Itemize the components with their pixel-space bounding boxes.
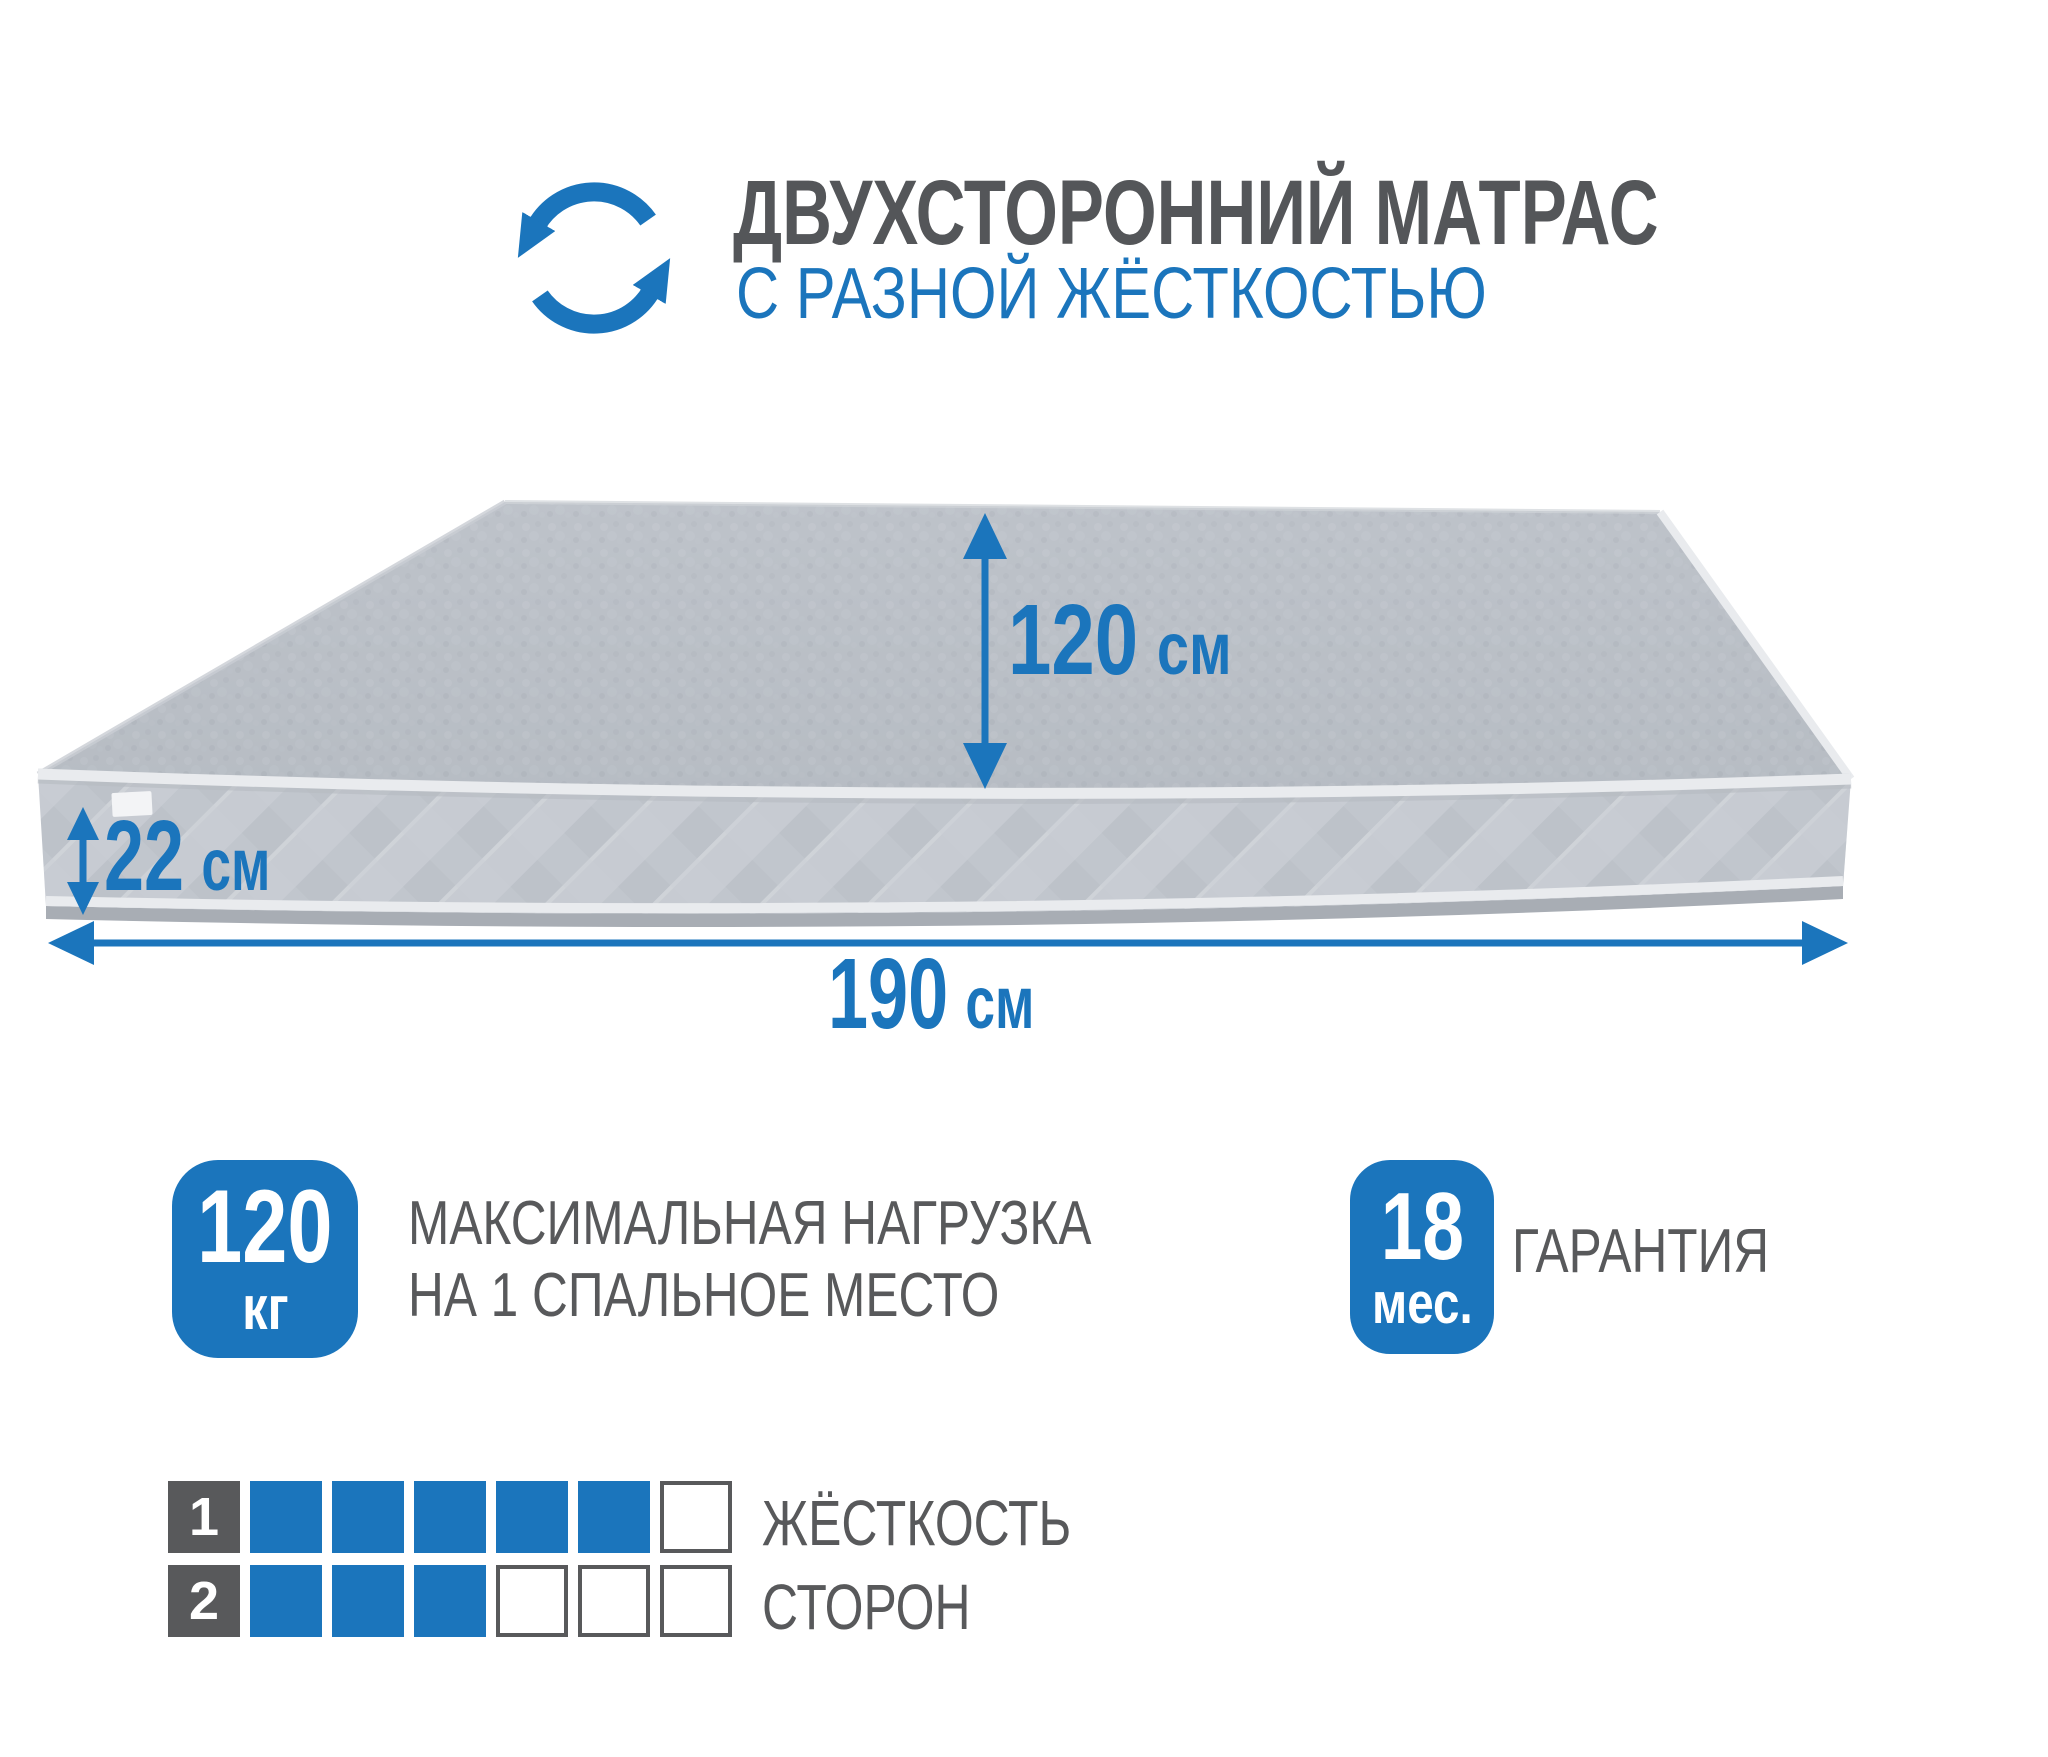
max-load-line2: НА 1 СПАЛЬНОЕ МЕСТО	[408, 1261, 1000, 1330]
firmness-cell-filled	[250, 1481, 322, 1553]
max-load-line1: МАКСИМАЛЬНАЯ НАГРУЗКА	[408, 1189, 1092, 1258]
mattress-under-shadow	[46, 886, 1843, 928]
firmness-caption-line2: СТОРОН	[762, 1571, 971, 1643]
firmness-cell-empty	[660, 1565, 732, 1637]
firmness-cell-filled	[578, 1481, 650, 1553]
firmness-row: 2	[168, 1565, 732, 1637]
width-unit: см	[1156, 607, 1232, 690]
warranty-label: ГАРАНТИЯ	[1512, 1217, 1770, 1286]
mattress-back-edge	[504, 500, 1661, 514]
warranty-value: 18	[1380, 1173, 1464, 1281]
firmness-cell-filled	[332, 1565, 404, 1637]
warranty-unit: мес.	[1371, 1270, 1473, 1336]
firmness-cell-filled	[496, 1481, 568, 1553]
mattress-side-surface	[38, 774, 1851, 914]
length-dimension-label: 190 см	[828, 944, 1034, 1044]
firmness-cell-filled	[250, 1565, 322, 1637]
firmness-cell-filled	[332, 1481, 404, 1553]
page-subtitle: С РАЗНОЙ ЖЁСТКОСТЬЮ	[736, 254, 1487, 334]
mattress-right-edge-piping	[1656, 509, 1855, 782]
length-value: 190	[828, 938, 949, 1050]
width-dimension-label: 120 см	[1008, 590, 1232, 690]
rotation-arrows-icon	[517, 182, 671, 334]
max-load-badge: 120 кг	[172, 1160, 358, 1358]
max-load-value: 120	[197, 1168, 333, 1285]
mattress-tag	[111, 791, 153, 817]
thickness-dimension-label: 22 см	[104, 806, 270, 906]
firmness-cell-filled	[414, 1565, 486, 1637]
max-load-description: МАКСИМАЛЬНАЯ НАГРУЗКА НА 1 СПАЛЬНОЕ МЕСТ…	[408, 1188, 1091, 1332]
firmness-side-label: 1	[168, 1481, 240, 1553]
firmness-side-label: 2	[168, 1565, 240, 1637]
firmness-row: 1	[168, 1481, 732, 1553]
mattress-top-surface	[38, 502, 1851, 795]
warranty-badge: 18 мес.	[1350, 1160, 1494, 1354]
thickness-value: 22	[104, 800, 185, 912]
page-title: ДВУХСТОРОННИЙ МАТРАС	[733, 162, 1659, 264]
firmness-caption-line1: ЖЁСТКОСТЬ	[762, 1487, 1072, 1559]
firmness-cell-empty	[660, 1481, 732, 1553]
firmness-cell-empty	[578, 1565, 650, 1637]
max-load-unit: кг	[241, 1274, 289, 1344]
firmness-cell-filled	[414, 1481, 486, 1553]
width-value: 120	[1008, 584, 1139, 696]
firmness-cell-empty	[496, 1565, 568, 1637]
mattress-left-edge	[36, 499, 507, 777]
thickness-unit: см	[201, 823, 271, 906]
mattress-bottom-piping	[45, 876, 1844, 914]
mattress-front-piping	[37, 768, 1852, 799]
length-unit: см	[965, 961, 1035, 1044]
